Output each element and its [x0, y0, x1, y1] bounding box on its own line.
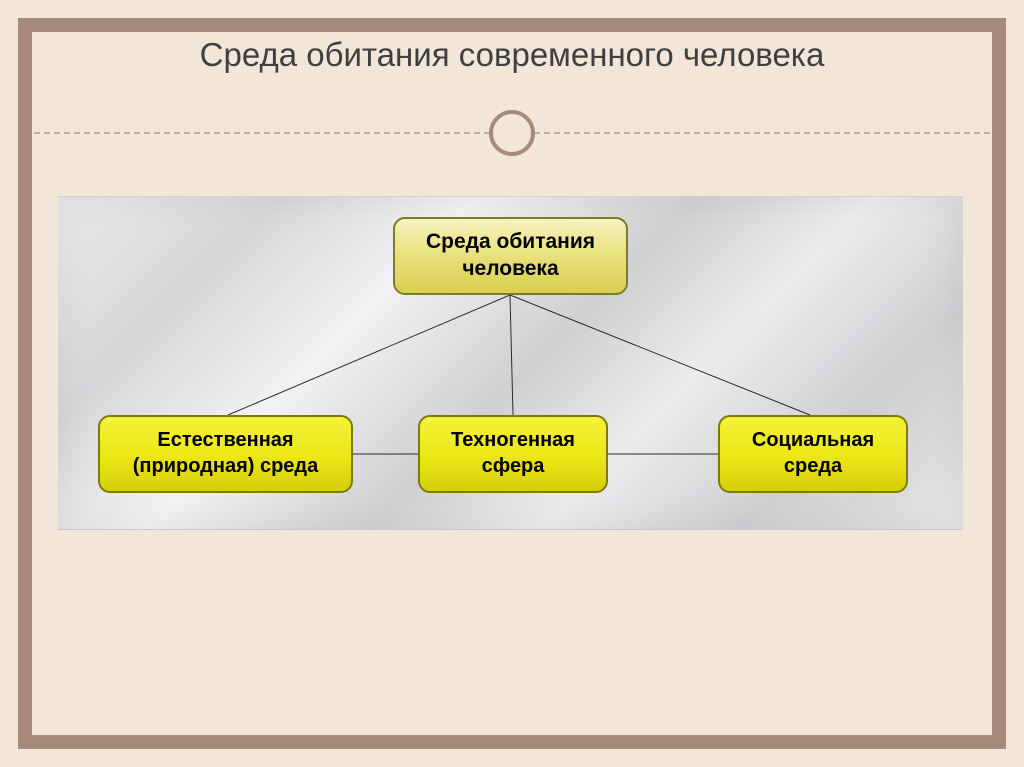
- decorative-ring-icon: [489, 110, 535, 156]
- edge-root-leaf1: [228, 295, 510, 415]
- edge-root-leaf3: [510, 295, 810, 415]
- slide: Среда обитания современного человека Сре…: [0, 0, 1024, 767]
- node-leaf-social-line1: Социальная: [752, 428, 874, 454]
- node-leaf-natural: Естественная (природная) среда: [98, 415, 353, 493]
- node-leaf-technogenic-line1: Техногенная: [451, 428, 575, 454]
- slide-title: Среда обитания современного человека: [0, 36, 1024, 74]
- diagram-panel: Среда обитания человека Естественная (пр…: [58, 196, 963, 530]
- node-root-line1: Среда обитания: [426, 229, 595, 256]
- node-leaf-technogenic-line2: сфера: [482, 454, 545, 480]
- node-leaf-social: Социальная среда: [718, 415, 908, 493]
- node-leaf-natural-line1: Естественная: [157, 428, 293, 454]
- edge-root-leaf2: [510, 295, 513, 415]
- node-root-line2: человека: [462, 256, 558, 283]
- node-leaf-technogenic: Техногенная сфера: [418, 415, 608, 493]
- node-leaf-natural-line2: (природная) среда: [133, 454, 319, 480]
- node-root: Среда обитания человека: [393, 217, 628, 295]
- node-leaf-social-line2: среда: [784, 454, 842, 480]
